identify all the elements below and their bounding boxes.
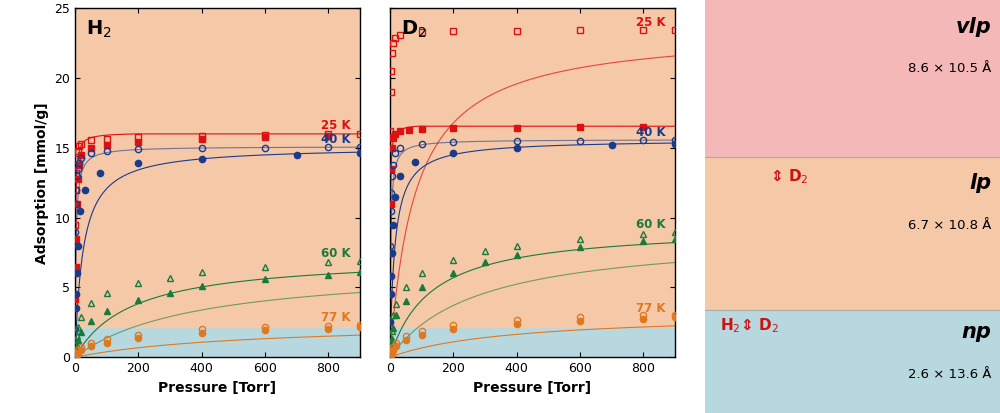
Text: 77 K: 77 K xyxy=(321,311,351,325)
Y-axis label: Adsorption [mmol/g]: Adsorption [mmol/g] xyxy=(35,102,49,263)
Bar xyxy=(390,327,675,357)
Bar xyxy=(705,157,1000,310)
Text: 60 K: 60 K xyxy=(636,218,666,231)
X-axis label: Pressure [Torr]: Pressure [Torr] xyxy=(158,381,277,395)
Text: 8.6 × 10.5 Å: 8.6 × 10.5 Å xyxy=(908,62,991,75)
Text: H$_2$: H$_2$ xyxy=(86,19,112,40)
Text: 25 K: 25 K xyxy=(321,119,351,132)
Bar xyxy=(75,327,360,357)
Text: 6.7 × 10.8 Å: 6.7 × 10.8 Å xyxy=(908,219,991,232)
X-axis label: Pressure [Torr]: Pressure [Torr] xyxy=(473,381,592,395)
Bar xyxy=(75,8,360,327)
Text: 60 K: 60 K xyxy=(321,247,351,260)
Text: D$_2$: D$_2$ xyxy=(401,19,427,40)
Bar xyxy=(390,8,675,327)
Text: vlp: vlp xyxy=(955,17,991,36)
Text: lp: lp xyxy=(969,173,991,193)
Text: np: np xyxy=(961,322,991,342)
Text: 40 K: 40 K xyxy=(636,126,666,140)
Text: 40 K: 40 K xyxy=(321,133,351,147)
Bar xyxy=(705,0,1000,157)
Text: 25 K: 25 K xyxy=(636,16,666,28)
Text: 77 K: 77 K xyxy=(636,301,666,315)
Text: H$_2$⇕ D$_2$: H$_2$⇕ D$_2$ xyxy=(720,316,778,335)
Text: ⇕ D$_2$: ⇕ D$_2$ xyxy=(770,167,808,186)
Bar xyxy=(705,310,1000,413)
Text: 2.6 × 13.6 Å: 2.6 × 13.6 Å xyxy=(908,368,991,380)
